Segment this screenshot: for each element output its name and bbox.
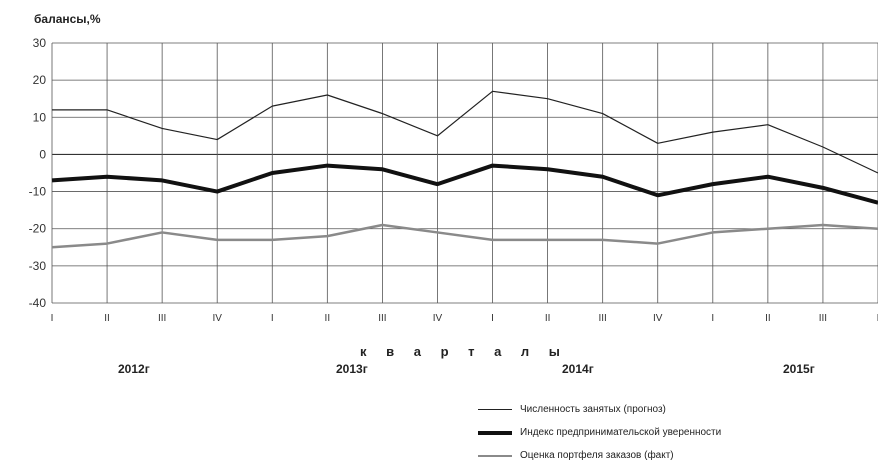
series-line-2 — [51, 223, 878, 249]
y-tick-label: 20 — [33, 73, 47, 87]
x-tick-label: IV — [433, 313, 443, 324]
x-tick-label: IV — [653, 313, 663, 324]
x-tick-label: II — [545, 313, 551, 324]
y-tick-label: -40 — [29, 296, 47, 310]
year-label-2012: 2012г — [118, 362, 150, 376]
series-line-0 — [52, 90, 878, 174]
y-tick-label: -30 — [29, 259, 47, 273]
x-tick-label: III — [819, 313, 827, 324]
x-tick-label: I — [877, 313, 878, 324]
x-tick-label: II — [104, 313, 110, 324]
x-tick-label: I — [711, 313, 714, 324]
y-tick-label: -20 — [29, 222, 47, 236]
legend-item-confidence: Индекс предпринимательской уверенности — [478, 421, 721, 444]
y-tick-label: -10 — [29, 185, 47, 199]
x-tick-label: III — [378, 313, 386, 324]
legend-label-confidence: Индекс предпринимательской уверенности — [520, 427, 722, 438]
x-tick-label: III — [158, 313, 166, 324]
x-axis-title: к в а р т а л ы — [360, 344, 568, 359]
x-tick-label: IV — [212, 313, 222, 324]
legend-label-orders: Оценка портфеля заказов (факт) — [520, 450, 674, 461]
chart-series — [51, 90, 878, 249]
legend-swatch-employment — [478, 409, 512, 410]
legend-item-orders: Оценка портфеля заказов (факт) — [478, 444, 721, 467]
y-axis-ticks: 30 20 10 0 -10 -20 -30 -40 — [29, 36, 47, 310]
year-label-2015: 2015г — [783, 362, 815, 376]
x-tick-label: I — [491, 313, 494, 324]
x-tick-label: I — [271, 313, 274, 324]
x-tick-label: II — [765, 313, 771, 324]
x-tick-label: II — [325, 313, 331, 324]
legend-label-employment: Численность занятых (прогноз) — [520, 404, 666, 415]
y-tick-label: 0 — [39, 147, 46, 161]
year-label-2014: 2014г — [562, 362, 594, 376]
legend-swatch-orders — [478, 454, 512, 457]
legend-item-employment: Численность занятых (прогноз) — [478, 398, 721, 421]
x-tick-label: I — [51, 313, 54, 324]
chart-legend: Численность занятых (прогноз) Индекс пре… — [478, 398, 721, 467]
x-axis-ticks: IIIIIIIVIIIIIIIVIIIIIIIVIIIIIII — [51, 313, 878, 324]
y-axis-title: балансы,% — [34, 12, 101, 26]
y-tick-label: 10 — [33, 110, 47, 124]
y-tick-label: 30 — [33, 36, 47, 50]
year-label-2013: 2013г — [336, 362, 368, 376]
x-tick-label: III — [598, 313, 606, 324]
legend-swatch-confidence — [478, 430, 512, 435]
series-line-1 — [51, 163, 878, 205]
